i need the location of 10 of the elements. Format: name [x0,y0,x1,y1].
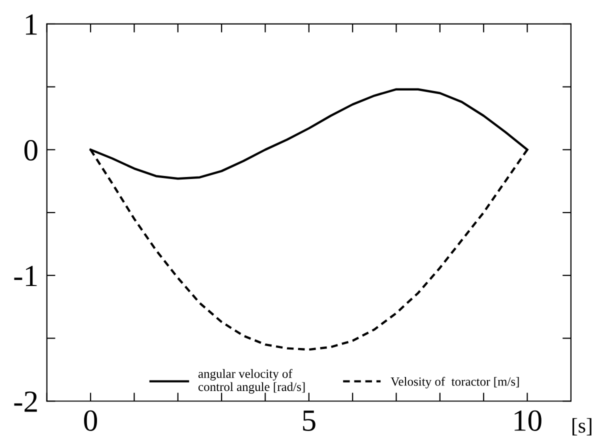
legend-label: angular velocity of control angule [rad/s] [198,369,305,394]
x-axis-title: [s] [572,418,592,436]
y-tick-label: -1 [14,266,37,286]
x-tick-label: 10 [514,410,542,431]
legend-label: Velosity of toractor [m/s] [390,376,519,388]
y-tick-label: 0 [24,140,38,161]
y-tick-label: 1 [26,14,37,35]
x-tick-label: 0 [84,410,98,431]
y-tick-label: -2 [14,391,37,412]
x-tick-label: 5 [303,410,316,431]
